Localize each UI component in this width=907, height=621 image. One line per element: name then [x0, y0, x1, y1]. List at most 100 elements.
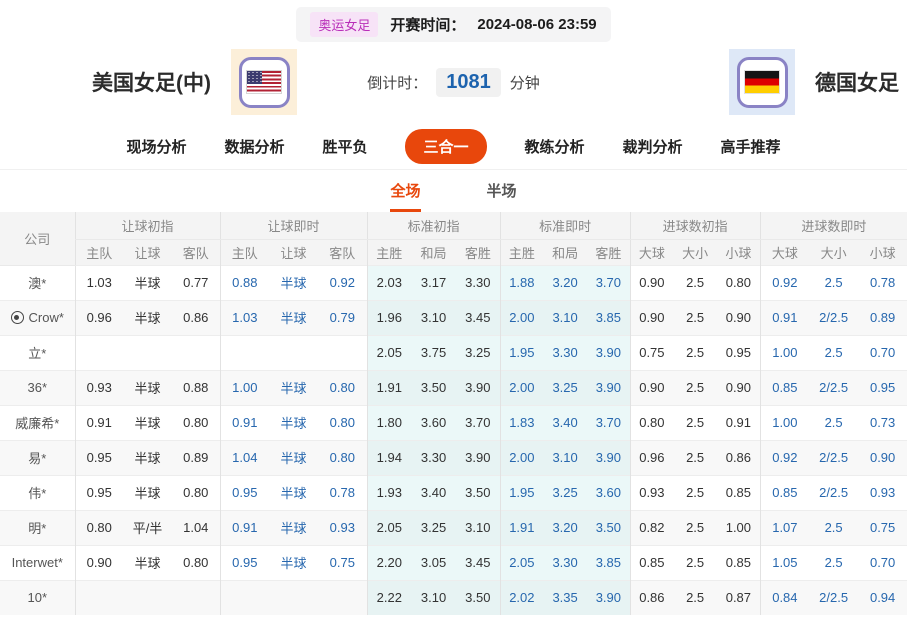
group-header-5: 进球数即时 — [759, 212, 907, 240]
sub-tab-0[interactable]: 全场 — [390, 180, 421, 212]
kickoff-pill: 奥运女足 开赛时间： 2024-08-06 23:59 — [296, 7, 611, 42]
company-cell-8[interactable]: Interwet* — [0, 544, 75, 580]
odds-row-7: 明* 0.80 平/半 1.04 0.91 半球 0.93 2.05 3.25 3.10 1.91 3… — [0, 509, 907, 545]
odds-cell-9-10: 3.35 — [543, 579, 588, 615]
odds-cell-6-7: 3.40 — [411, 474, 457, 510]
odds-cell-3-14: 0.90 — [717, 369, 761, 405]
odds-cell-6-0: 0.95 — [74, 474, 123, 510]
col-header-3-2: 客胜 — [587, 239, 631, 265]
company-cell-1[interactable]: Crow* — [0, 299, 75, 335]
odds-cell-6-8: 3.50 — [456, 474, 501, 510]
sub-tab-1[interactable]: 半场 — [486, 183, 517, 200]
odds-cell-8-5: 0.75 — [318, 544, 368, 580]
us-flag-icon — [246, 70, 282, 94]
col-header-0-1: 让球 — [123, 239, 172, 265]
nav-tab-3[interactable]: 三合一 — [405, 129, 487, 164]
odds-cell-6-13: 2.5 — [673, 474, 718, 510]
countdown-value: 1081 — [436, 67, 501, 97]
nav-tab-4[interactable]: 教练分析 — [524, 139, 585, 156]
odds-cell-1-10: 3.10 — [543, 299, 588, 335]
odds-cell-0-14: 0.80 — [717, 264, 761, 300]
nav-tab-2[interactable]: 胜平负 — [322, 139, 368, 156]
odds-cell-8-17: 0.70 — [858, 544, 907, 580]
odds-cell-3-11: 3.90 — [587, 369, 631, 405]
odds-cell-0-10: 3.20 — [543, 264, 588, 300]
company-cell-0[interactable]: 澳* — [0, 264, 75, 300]
company-cell-7[interactable]: 明* — [0, 509, 75, 545]
odds-cell-6-16: 2/2.5 — [809, 474, 859, 510]
odds-cell-3-16: 2/2.5 — [809, 369, 859, 405]
nav-tab-5[interactable]: 裁判分析 — [622, 139, 683, 156]
odds-cell-4-2: 0.80 — [172, 404, 221, 440]
odds-cell-4-9: 1.83 — [499, 404, 544, 440]
odds-cell-0-8: 3.30 — [456, 264, 501, 300]
odds-cell-6-15: 0.85 — [759, 474, 810, 510]
table-subheader-row: 主队 让球 客队 主队 让球 客队 主胜 和局 客胜 主胜 和局 客胜 大球 大小 小球 大球 大小 小球 — [0, 239, 907, 265]
odds-cell-3-5: 0.80 — [318, 369, 368, 405]
odds-cell-7-14: 1.00 — [717, 509, 761, 545]
nav-tab-0[interactable]: 现场分析 — [126, 139, 187, 156]
odds-cell-4-14: 0.91 — [717, 404, 761, 440]
odds-cell-7-1: 平/半 — [123, 509, 172, 545]
odds-cell-9-4 — [269, 579, 319, 615]
away-flag-frame — [736, 56, 788, 108]
col-header-2-2: 客胜 — [456, 239, 501, 265]
company-cell-4[interactable]: 威廉希* — [0, 404, 75, 440]
odds-cell-9-13: 2.5 — [673, 579, 718, 615]
odds-cell-9-7: 3.10 — [411, 579, 457, 615]
odds-cell-1-0: 0.96 — [74, 299, 123, 335]
odds-cell-6-6: 1.93 — [366, 474, 412, 510]
company-cell-2[interactable]: 立* — [0, 334, 75, 370]
odds-cell-6-14: 0.85 — [717, 474, 761, 510]
countdown: 倒计时： 1081 分钟 — [367, 67, 540, 97]
company-cell-9[interactable]: 10* — [0, 579, 75, 615]
odds-cell-9-8: 3.50 — [456, 579, 501, 615]
odds-cell-2-0 — [74, 334, 123, 370]
odds-cell-9-6: 2.22 — [366, 579, 412, 615]
odds-cell-1-6: 1.96 — [366, 299, 412, 335]
odds-cell-6-4: 半球 — [269, 474, 319, 510]
odds-cell-7-8: 3.10 — [456, 509, 501, 545]
odds-cell-0-0: 1.03 — [74, 264, 123, 300]
odds-cell-9-3 — [219, 579, 270, 615]
nav-tab-6[interactable]: 高手推荐 — [720, 139, 781, 156]
odds-cell-9-11: 3.90 — [587, 579, 631, 615]
soccer-ball-icon — [10, 311, 24, 324]
odds-cell-4-15: 1.00 — [759, 404, 810, 440]
company-column-header: 公司 — [0, 212, 75, 266]
col-header-4-0: 大球 — [629, 239, 674, 265]
company-cell-6[interactable]: 伟* — [0, 474, 75, 510]
odds-row-9: 10* 2.22 3.10 3.50 2.02 3.35 3.90 0.86 2.5 0.87 0.… — [0, 579, 907, 615]
odds-cell-3-0: 0.93 — [74, 369, 123, 405]
odds-cell-9-14: 0.87 — [717, 579, 761, 615]
odds-cell-1-5: 0.79 — [318, 299, 368, 335]
odds-cell-0-15: 0.92 — [759, 264, 810, 300]
col-header-4-1: 大小 — [673, 239, 718, 265]
odds-cell-5-1: 半球 — [123, 439, 172, 475]
odds-cell-1-8: 3.45 — [456, 299, 501, 335]
odds-cell-8-7: 3.05 — [411, 544, 457, 580]
odds-cell-5-5: 0.80 — [318, 439, 368, 475]
col-header-2-1: 和局 — [411, 239, 457, 265]
odds-cell-7-3: 0.91 — [219, 509, 270, 545]
odds-cell-4-10: 3.40 — [543, 404, 588, 440]
company-cell-3[interactable]: 36* — [0, 369, 75, 405]
odds-cell-3-17: 0.95 — [858, 369, 907, 405]
odds-cell-8-9: 2.05 — [499, 544, 544, 580]
odds-cell-3-2: 0.88 — [172, 369, 221, 405]
odds-cell-7-5: 0.93 — [318, 509, 368, 545]
odds-cell-8-8: 3.45 — [456, 544, 501, 580]
col-header-2-0: 主胜 — [366, 239, 412, 265]
odds-row-4: 威廉希* 0.91 半球 0.80 0.91 半球 0.80 1.80 3.60 3.70 1.83… — [0, 404, 907, 440]
group-header-4: 进球数初指 — [629, 212, 761, 240]
odds-row-3: 36* 0.93 半球 0.88 1.00 半球 0.80 1.91 3.50 3.90 2.00 3… — [0, 369, 907, 405]
germany-flag-icon — [744, 70, 780, 94]
odds-cell-2-13: 2.5 — [673, 334, 718, 370]
nav-tab-1[interactable]: 数据分析 — [224, 139, 285, 156]
company-cell-5[interactable]: 易* — [0, 439, 75, 475]
odds-cell-4-4: 半球 — [269, 404, 319, 440]
odds-cell-0-3: 0.88 — [219, 264, 270, 300]
odds-cell-8-0: 0.90 — [74, 544, 123, 580]
odds-cell-4-1: 半球 — [123, 404, 172, 440]
odds-cell-3-4: 半球 — [269, 369, 319, 405]
